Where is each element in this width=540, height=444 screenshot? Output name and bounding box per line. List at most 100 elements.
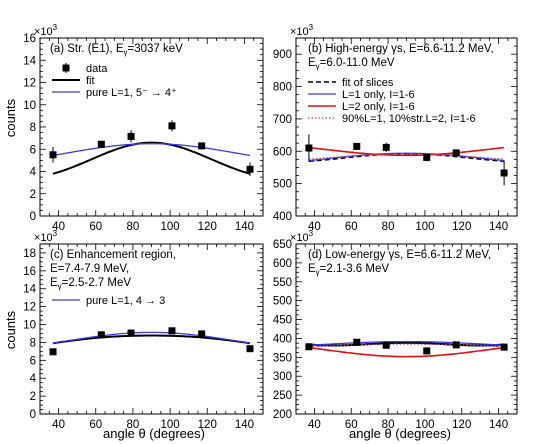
data-point — [423, 347, 431, 355]
x-tick-label: 120 — [452, 419, 471, 431]
data-point — [97, 331, 105, 339]
legend-label: pure L=1, 4 → 3 — [86, 295, 165, 307]
legend-label: L=2 only, I=1-6 — [342, 101, 415, 113]
y-tick-label: 200 — [273, 409, 292, 421]
curve-red — [308, 346, 505, 358]
y-tick-label: 16 — [23, 33, 36, 45]
y-exponent-power: 3 — [309, 229, 314, 238]
curve-blue — [52, 143, 251, 157]
data-point — [452, 149, 460, 157]
curve-blue — [52, 331, 251, 344]
x-tick-label: 120 — [198, 419, 217, 431]
panel-b: 40 60 80 100 120 140 400 500 600 700 800 900 ×103 (b)… — [273, 23, 518, 233]
y-tick-label: 400 — [273, 333, 292, 345]
y-exponent-power: 3 — [53, 23, 58, 32]
y-tick-label: 18 — [23, 248, 36, 260]
y-tick-label: 4 — [30, 167, 37, 179]
y-tick-label: 450 — [273, 315, 292, 327]
y-tick-label: 800 — [273, 82, 292, 94]
y-axis-label-bottom: counts — [3, 310, 18, 349]
y-tick-label: 700 — [273, 114, 292, 126]
data-point — [423, 153, 431, 161]
x-tick-label: 60 — [89, 221, 102, 233]
y-tick-label: 2 — [30, 391, 36, 403]
data-point — [97, 140, 105, 148]
data-point — [246, 165, 254, 173]
x-tick-label: 100 — [160, 221, 179, 233]
y-tick-label: 650 — [273, 239, 292, 251]
legend-label: pure L=1, 5⁻ → 4⁺ — [86, 87, 177, 99]
panel-a: 40 60 80 100 120 140 0 2 4 6 8 10 12 14 16×103 (a) Str.… — [23, 23, 264, 233]
legend-label: data — [86, 63, 108, 75]
panel-title-line: (c) Enhancement region, — [50, 249, 176, 261]
x-tick-label: 80 — [127, 221, 140, 233]
x-tick-label: 40 — [308, 419, 321, 431]
y-tick-label: 500 — [273, 179, 292, 191]
panel-title-line: Eγ=2.1-3.6 MeV — [308, 263, 389, 277]
x-tick-label: 100 — [415, 419, 434, 431]
y-tick-label: 4 — [30, 373, 37, 385]
data-point — [127, 132, 135, 140]
y-tick-label: 14 — [23, 55, 36, 67]
data-point — [49, 348, 57, 356]
y-tick-label: 2 — [30, 189, 36, 201]
data-point — [353, 338, 361, 346]
x-tick-label: 120 — [198, 221, 217, 233]
curve-dotted — [308, 343, 505, 347]
y-tick-label: 8 — [30, 337, 36, 349]
data-point — [353, 142, 361, 150]
data-point — [305, 144, 313, 152]
legend-label: L=1 only, I=1-6 — [342, 89, 415, 101]
data-point — [382, 143, 390, 151]
data-point — [168, 122, 176, 130]
legend-label: fit of slices — [342, 77, 394, 89]
data-point — [305, 343, 313, 351]
x-axis-label-left: angle θ (degrees) — [103, 426, 205, 441]
y-exponent: ×103 — [290, 23, 314, 38]
y-tick-label: 10 — [23, 320, 36, 332]
panel-title-line: (b) High-energy γs, E=6.6-11.2 MeV, — [308, 43, 494, 55]
x-tick-label: 100 — [415, 221, 434, 233]
data-point — [246, 345, 254, 353]
y-tick-label: 0 — [30, 409, 36, 421]
x-tick-label: 40 — [308, 221, 321, 233]
data-point — [198, 330, 206, 338]
y-axis-label-top: counts — [3, 98, 18, 137]
panel-c: 40 60 80 100 120 140 0 2 4 6 8 10 12 14 16 18 ×103 (c) En… — [23, 229, 264, 431]
y-tick-label: 12 — [23, 78, 36, 90]
x-tick-label: 40 — [52, 221, 65, 233]
y-tick-label: 300 — [273, 371, 292, 383]
x-tick-label: 140 — [489, 221, 508, 233]
y-exponent: ×103 — [34, 229, 58, 244]
x-tick-label: 120 — [452, 221, 471, 233]
legend-label: 90%L=1, 10%str.L=2, I=1-6 — [342, 113, 476, 125]
data-point — [452, 341, 460, 349]
x-tick-label: 80 — [382, 419, 395, 431]
x-tick-label: 60 — [89, 419, 102, 431]
y-exponent-power: 3 — [309, 23, 314, 32]
data-point — [127, 329, 135, 337]
data-point — [382, 341, 390, 349]
curve-fit — [52, 334, 251, 345]
y-tick-label: 900 — [273, 49, 292, 61]
data-point — [168, 327, 176, 335]
y-tick-label: 16 — [23, 266, 36, 278]
y-tick-label: 0 — [30, 211, 36, 223]
curve-fit — [52, 141, 251, 175]
y-tick-label: 600 — [273, 258, 292, 270]
y-exponent: ×103 — [34, 23, 58, 38]
y-tick-label: 8 — [30, 122, 36, 134]
y-tick-label: 500 — [273, 296, 292, 308]
y-tick-label: 600 — [273, 146, 292, 158]
y-exponent-power: 3 — [53, 229, 58, 238]
panel-title: (a) Str. (E1), Eγ=3037 keV — [50, 43, 183, 57]
panel-title-line: (d) Low-energy γs, E=6.6-11.2 MeV, — [308, 249, 491, 261]
y-tick-label: 250 — [273, 390, 292, 402]
y-exponent: ×103 — [290, 229, 314, 244]
data-point — [49, 151, 57, 159]
panel-title-line: Eγ=2.5-2.7 MeV — [50, 277, 131, 291]
x-tick-label: 140 — [235, 221, 254, 233]
y-tick-label: 350 — [273, 352, 292, 364]
y-tick-label: 6 — [30, 144, 36, 156]
